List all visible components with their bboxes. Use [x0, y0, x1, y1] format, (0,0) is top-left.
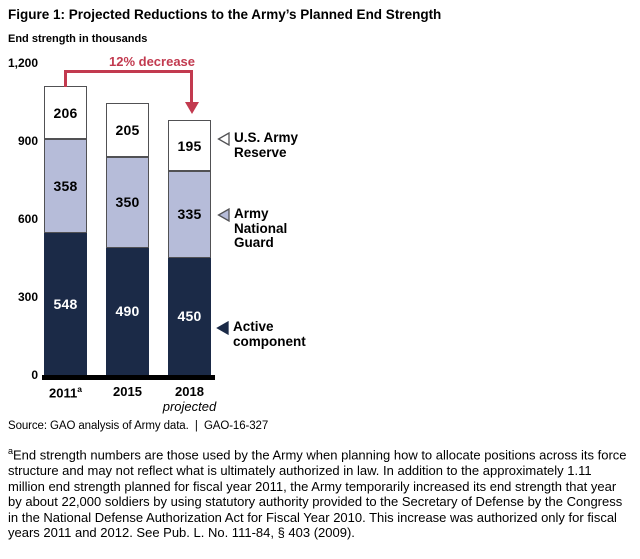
x-tick-label: 2018	[175, 384, 204, 399]
y-tick-label: 0	[31, 367, 38, 382]
segment-value-label: 450	[177, 308, 202, 325]
segment-army-national-guard-2015: 350	[106, 156, 149, 248]
annotation-bracket-left-leg	[64, 70, 67, 87]
footnote: aEnd strength numbers are those used by …	[8, 444, 630, 541]
x-tick-sublabel: projected	[162, 399, 217, 414]
segment-value-label: 358	[53, 177, 78, 194]
source-line: Source: GAO analysis of Army data. | GAO…	[8, 420, 269, 432]
legend-label: Active component	[233, 319, 306, 349]
legend-label: U.S. Army Reserve	[234, 130, 299, 160]
footnote-text: End strength numbers are those used by t…	[8, 447, 627, 541]
legend-label: Army National Guard	[234, 206, 288, 250]
segment-u-s-army-reserve-2011: 206	[44, 85, 87, 140]
decrease-annotation-label: 12% decrease	[109, 54, 196, 69]
y-axis-unit-label: End strength in thousands	[8, 33, 148, 45]
segment-u-s-army-reserve-2018: 195	[168, 120, 211, 171]
footnote-marker: a	[8, 446, 14, 456]
legend-army-national-guard: Army National Guard	[217, 206, 298, 251]
y-tick-label: 600	[17, 211, 38, 226]
segment-u-s-army-reserve-2015: 205	[106, 103, 149, 157]
bar-2011: 206 358 548	[44, 85, 87, 375]
annotation-bracket-right-leg	[190, 70, 193, 103]
triangle-left-icon	[217, 208, 230, 222]
bar-2018: 195 335 450	[168, 120, 211, 375]
segment-value-label: 195	[177, 137, 202, 154]
segment-active-component-2011: 548	[44, 232, 87, 375]
bar-2015: 205 350 490	[106, 103, 149, 375]
legend-active-component: Active component	[216, 319, 321, 349]
segment-value-label: 350	[115, 194, 140, 211]
y-tick-label: 1,200	[7, 55, 38, 70]
segment-active-component-2018: 450	[168, 257, 211, 375]
segment-army-national-guard-2011: 358	[44, 139, 87, 233]
segment-army-national-guard-2018: 335	[168, 170, 211, 258]
arrow-down-icon	[185, 102, 199, 114]
annotation-bracket-top	[64, 70, 193, 73]
segment-value-label: 206	[53, 104, 78, 121]
segment-value-label: 335	[177, 206, 202, 223]
segment-active-component-2015: 490	[106, 247, 149, 375]
segment-value-label: 548	[53, 295, 78, 312]
legend-us-army-reserve: U.S. Army Reserve	[217, 130, 304, 160]
x-axis-line	[42, 375, 215, 380]
x-tick-label: 2011a	[49, 384, 82, 401]
figure-title: Figure 1: Projected Reductions to the Ar…	[8, 7, 442, 22]
y-tick-label: 900	[17, 133, 38, 148]
x-tick-label: 2015	[113, 384, 142, 399]
triangle-left-icon	[216, 321, 229, 335]
y-tick-label: 300	[17, 289, 38, 304]
segment-value-label: 205	[115, 121, 140, 138]
triangle-left-icon	[217, 132, 230, 146]
segment-value-label: 490	[115, 303, 140, 320]
